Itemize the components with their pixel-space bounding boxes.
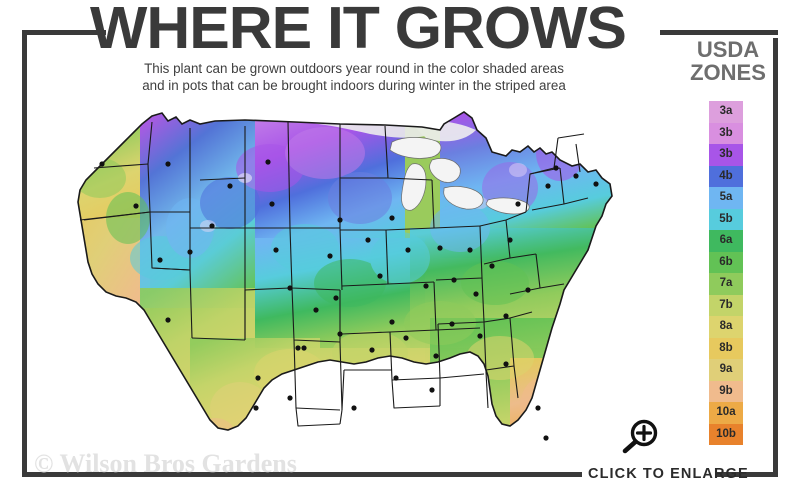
zone-swatch-label: 7b bbox=[719, 298, 733, 311]
zone-swatch-label: 9a bbox=[719, 363, 733, 375]
legend-heading-line-1: USDA bbox=[696, 37, 760, 62]
zone-swatch-8a-10: 8a bbox=[709, 316, 743, 338]
zone-swatch-9a-12: 9a bbox=[709, 359, 743, 381]
zone-swatch-label: 3a bbox=[719, 105, 733, 117]
click-to-enlarge-label[interactable]: CLICK TO ENLARGE bbox=[588, 466, 749, 482]
zone-swatch-3b-1: 3b bbox=[709, 122, 743, 144]
legend-heading: USDA ZONES bbox=[672, 38, 784, 84]
zone-swatch-label: 5b bbox=[719, 212, 733, 225]
page-title: WHERE IT GROWS bbox=[90, 0, 627, 61]
zone-swatch-label: 6b bbox=[719, 255, 733, 268]
zone-swatch-label: 9b bbox=[719, 384, 733, 397]
zone-swatch-5a-4: 5a bbox=[709, 187, 743, 209]
zone-swatch-4b-3: 4b bbox=[709, 165, 743, 187]
great-lakes bbox=[389, 137, 530, 215]
zone-swatch-6a-6: 6a bbox=[709, 230, 743, 252]
zone-swatch-7a-8: 7a bbox=[709, 273, 743, 295]
zone-swatch-label: 4b bbox=[719, 169, 733, 182]
zone-swatch-label: 7a bbox=[719, 277, 733, 289]
frame-border-top-left bbox=[22, 30, 106, 35]
frame-border-bottom-left bbox=[22, 472, 582, 477]
zone-swatch-6b-7: 6b bbox=[709, 251, 743, 273]
usda-hardiness-zone-map[interactable] bbox=[40, 108, 670, 468]
zone-swatch-7b-9: 7b bbox=[709, 294, 743, 316]
zone-swatch-label: 3b bbox=[719, 126, 733, 139]
zone-swatch-8b-11: 8b bbox=[709, 337, 743, 359]
magnifier-plus-icon[interactable] bbox=[616, 418, 664, 458]
watermark: © Wilson Bros Gardens bbox=[34, 449, 297, 478]
zone-swatch-9b-13: 9b bbox=[709, 380, 743, 402]
frame-border-top-right bbox=[660, 30, 778, 35]
city-dots bbox=[99, 159, 599, 441]
frame-border-right bbox=[773, 38, 778, 477]
zone-swatch-3a-0: 3a bbox=[709, 101, 743, 123]
state-boundaries bbox=[79, 121, 589, 427]
frame-border-left bbox=[22, 30, 27, 477]
subtitle: This plant can be grown outdoors year ro… bbox=[40, 60, 668, 94]
zone-swatch-10b-15: 10b bbox=[709, 423, 743, 445]
zone-swatch-3b-2: 3b bbox=[709, 144, 743, 166]
map-zone-fill bbox=[78, 112, 612, 430]
zone-swatch-label: 10a bbox=[716, 406, 736, 418]
zone-swatch-5b-5: 5b bbox=[709, 208, 743, 230]
zone-swatch-label: 3b bbox=[719, 148, 733, 160]
subtitle-line-2: and in pots that can be brought indoors … bbox=[142, 78, 566, 93]
us-outline bbox=[77, 111, 613, 431]
subtitle-line-1: This plant can be grown outdoors year ro… bbox=[144, 61, 564, 76]
frame-border-bottom-right bbox=[716, 472, 778, 477]
usda-zone-legend: 3a 3b 3b 4b 5a 5b 6a 6b 7a 7b 8a 8b 9a 9b 10a 10b bbox=[709, 101, 743, 445]
zone-swatch-label: 8a bbox=[719, 320, 733, 332]
zone-swatch-label: 5a bbox=[719, 191, 733, 203]
legend-heading-line-2: ZONES bbox=[690, 60, 766, 85]
zone-swatch-label: 8b bbox=[719, 341, 733, 354]
zone-swatch-label: 10b bbox=[716, 427, 736, 440]
zone-swatch-label: 6a bbox=[719, 234, 733, 246]
zone-swatch-10a-14: 10a bbox=[709, 402, 743, 424]
